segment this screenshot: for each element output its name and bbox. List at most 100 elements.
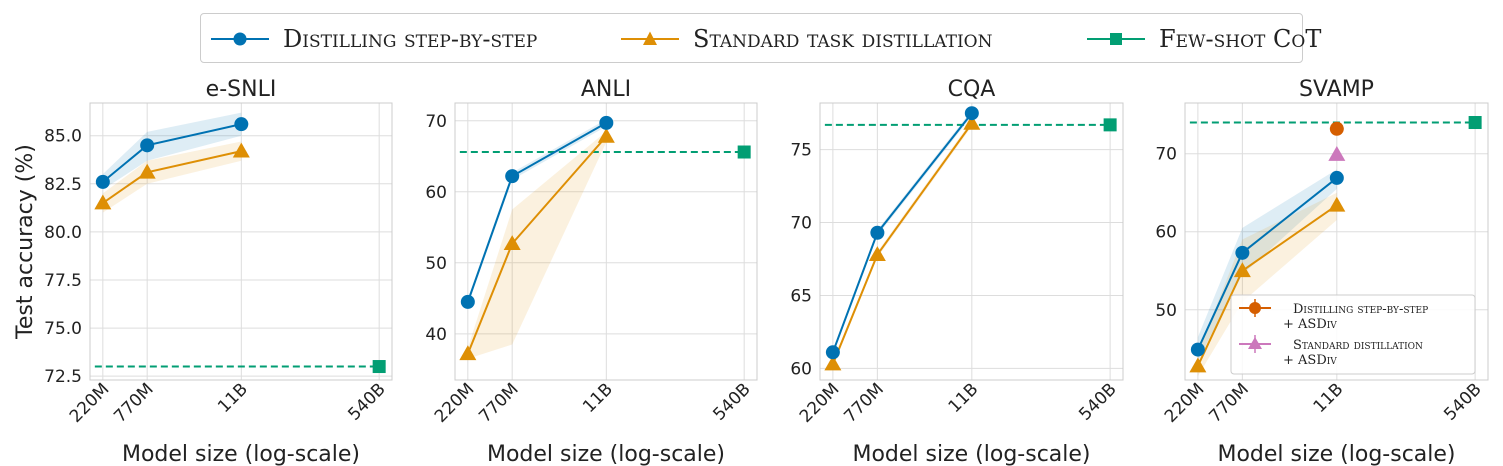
plot-frame xyxy=(89,102,393,381)
x-tick-label: 11B xyxy=(1310,379,1348,417)
data-point-standard xyxy=(597,127,615,143)
y-tick-label: 80.0 xyxy=(44,223,82,243)
x-tick-label: 11B xyxy=(945,379,983,417)
data-point-standard xyxy=(503,235,521,251)
data-point-distill xyxy=(505,169,520,184)
data-point-standard xyxy=(868,246,886,261)
confidence-band-standard xyxy=(1197,192,1337,377)
y-tick-label: 77.5 xyxy=(44,271,82,291)
confidence-band-distill xyxy=(1197,169,1337,361)
x-tick-label: 770M xyxy=(1205,379,1252,426)
x-tick-label: 11B xyxy=(214,379,252,417)
triangle-marker-icon xyxy=(1248,337,1262,349)
plot-frame xyxy=(454,102,758,381)
legend-item-distill: Distilling step-by-step xyxy=(209,14,537,64)
data-point-distill xyxy=(825,345,840,360)
y-tick-label: 60 xyxy=(1155,223,1177,243)
legend-item-standard: Standard task distillation xyxy=(619,14,992,64)
data-point-fewshot xyxy=(1468,116,1482,130)
panel-title: SVAMP xyxy=(1299,77,1374,102)
y-tick-label: 70 xyxy=(425,112,447,132)
panel-title: CQA xyxy=(948,77,996,102)
data-point-standard xyxy=(94,194,112,210)
x-tick-label: 220M xyxy=(431,379,478,426)
data-point-distill xyxy=(964,106,979,121)
square-marker-icon xyxy=(1087,33,1145,45)
y-tick-label: 85.0 xyxy=(44,127,82,147)
data-point-standard xyxy=(1189,357,1207,373)
data-point-standard xyxy=(232,142,250,158)
y-tick-label: 70 xyxy=(790,214,812,234)
x-axis-label: Model size (log-scale) xyxy=(122,442,360,466)
y-tick-label: 40 xyxy=(425,325,447,345)
chart-panel-cqa: CQA Model size (log-scale) 60 65 70 75 220M770… xyxy=(790,77,1124,466)
x-tick-label: 540B xyxy=(344,379,389,424)
x-axis-label: Model size (log-scale) xyxy=(1217,442,1455,466)
figure-legend: Distilling step-by-step Standard task di… xyxy=(200,13,1321,64)
confidence-band-distill xyxy=(832,110,972,356)
triangle-marker-icon xyxy=(621,31,679,45)
y-tick-label: 70 xyxy=(1155,145,1177,165)
data-point-distill xyxy=(1235,245,1250,260)
chart-panel-anli: ANLI Model size (log-scale) 40 50 60 70 220M77… xyxy=(425,77,758,466)
y-tick-label: 65 xyxy=(790,286,812,306)
data-point-standard xyxy=(963,114,981,130)
y-tick-label: 50 xyxy=(425,254,447,274)
data-point-standard xyxy=(459,345,477,361)
plot-frame xyxy=(1184,102,1489,381)
x-axis-label: Model size (log-scale) xyxy=(487,442,725,466)
y-tick-label: 82.5 xyxy=(44,175,82,195)
data-point-standard xyxy=(1328,196,1346,212)
series-line-standard xyxy=(831,122,973,365)
data-point-standard xyxy=(824,355,842,371)
inset-legend-label: + ASDiv xyxy=(1283,353,1337,368)
y-axis-label: Test accuracy (%) xyxy=(13,144,38,340)
x-tick-label: 540B xyxy=(1440,379,1485,424)
data-point-distill xyxy=(460,294,475,309)
data-point-distill xyxy=(599,115,614,130)
x-tick-label: 540B xyxy=(709,379,754,424)
confidence-band-standard xyxy=(467,131,607,359)
inset-legend-label: Standard distillation xyxy=(1293,338,1423,353)
y-tick-label: 75.0 xyxy=(44,319,82,339)
data-point-standard xyxy=(1233,262,1251,278)
inset-legend-label: Distilling step-by-step xyxy=(1293,302,1428,317)
legend-label-distill: Distilling step-by-step xyxy=(283,25,538,53)
x-tick-label: 220M xyxy=(796,379,843,426)
data-point-distill xyxy=(870,225,885,240)
x-axis-label: Model size (log-scale) xyxy=(852,442,1090,466)
data-point-fewshot xyxy=(372,360,386,374)
series-line-distill xyxy=(831,112,973,353)
data-point-fewshot xyxy=(1103,118,1117,132)
panel-title: ANLI xyxy=(581,77,631,102)
legend-label-fewshot: Few-shot CoT xyxy=(1159,25,1322,53)
y-tick-label: 72.5 xyxy=(44,367,82,387)
data-point-standard xyxy=(138,163,156,179)
data-point-distill xyxy=(1190,342,1205,357)
x-tick-label: 770M xyxy=(840,379,887,426)
y-tick-label: 50 xyxy=(1155,301,1177,321)
legend-label-standard: Standard task distillation xyxy=(693,25,993,53)
plot-frame xyxy=(819,102,1124,381)
circle-marker-icon xyxy=(211,32,269,46)
x-tick-label: 770M xyxy=(475,379,522,426)
y-tick-label: 75 xyxy=(790,141,812,161)
x-tick-label: 770M xyxy=(110,379,157,426)
data-point-asdiv-distill xyxy=(1329,121,1344,136)
x-tick-label: 540B xyxy=(1075,379,1120,424)
data-point-distill xyxy=(234,117,249,132)
y-tick-label: 60 xyxy=(790,359,812,379)
chart-panel-svamp: SVAMP Model size (log-scale) 50 60 70 220M770… xyxy=(1155,77,1489,466)
data-point-distill xyxy=(95,174,110,189)
chart-panel-e-snli: e-SNLI Model size (log-scale) Test accurac… xyxy=(13,77,393,466)
circle-marker-icon xyxy=(1249,302,1261,314)
data-point-asdiv-standard xyxy=(1328,145,1346,161)
y-tick-label: 60 xyxy=(425,183,447,203)
legend-item-fewshot: Few-shot CoT xyxy=(1085,14,1321,64)
inset-legend-label: + ASDiv xyxy=(1283,317,1337,332)
data-point-distill xyxy=(1329,170,1344,185)
confidence-band-standard xyxy=(832,120,972,367)
data-point-distill xyxy=(140,138,155,153)
